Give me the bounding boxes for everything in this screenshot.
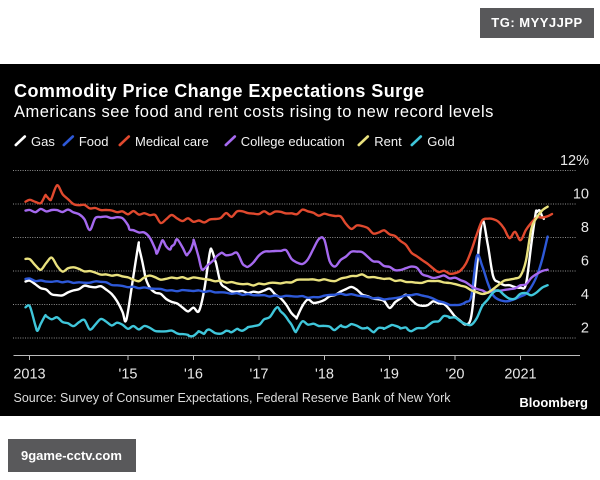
svg-text:'19: '19	[380, 367, 399, 383]
svg-text:2013: 2013	[13, 367, 45, 383]
svg-text:2: 2	[581, 321, 589, 337]
svg-text:'20: '20	[446, 367, 465, 383]
svg-text:'16: '16	[184, 367, 203, 383]
svg-text:'15: '15	[119, 367, 138, 383]
svg-text:10: 10	[573, 187, 589, 203]
svg-text:2021: 2021	[504, 367, 536, 383]
svg-text:4: 4	[581, 287, 589, 303]
svg-text:8: 8	[581, 220, 589, 236]
svg-text:12%: 12%	[560, 153, 589, 169]
svg-text:'17: '17	[250, 367, 269, 383]
svg-text:'18: '18	[315, 367, 334, 383]
svg-text:6: 6	[581, 254, 589, 270]
